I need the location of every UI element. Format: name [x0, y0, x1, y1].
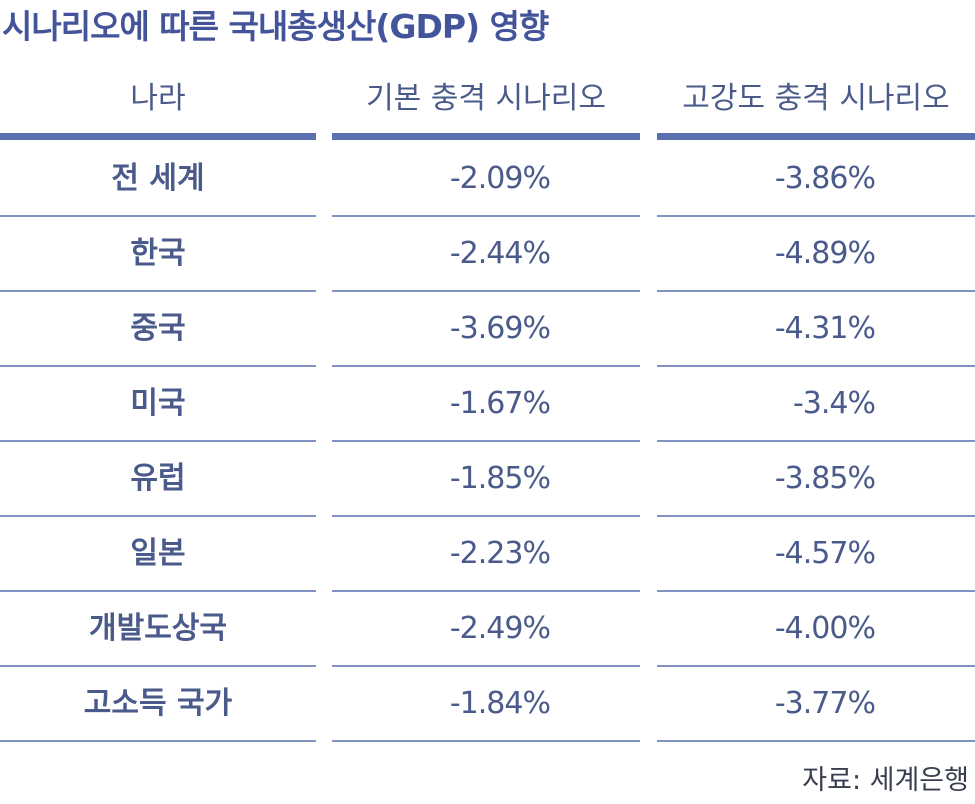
row-divider: [332, 515, 640, 517]
column-header-country: 나라: [130, 81, 186, 116]
row-divider: [657, 215, 975, 217]
table-cell-high: -3.77%: [774, 686, 876, 721]
table-cell-high: -4.57%: [774, 536, 876, 571]
table-cell-high: -3.86%: [774, 161, 876, 196]
table-cell-high: -4.89%: [774, 236, 876, 271]
table-cell-base: -1.84%: [449, 686, 551, 721]
row-divider: [657, 365, 975, 367]
row-divider: [0, 365, 316, 367]
row-divider: [0, 515, 316, 517]
table-cell-base: -3.69%: [449, 311, 551, 346]
table-cell-high: -4.31%: [774, 311, 876, 346]
row-divider: [0, 590, 316, 592]
row-divider: [657, 290, 975, 292]
row-divider: [657, 665, 975, 667]
row-divider: [0, 215, 316, 217]
row-divider: [332, 215, 640, 217]
row-divider: [657, 440, 975, 442]
row-divider: [657, 590, 975, 592]
header-rule-base: [332, 133, 640, 140]
row-divider: [0, 740, 316, 742]
table-cell-country: 유럽: [130, 461, 186, 496]
row-divider: [332, 665, 640, 667]
table-cell-high: -3.4%: [792, 386, 876, 421]
table-cell-country: 전 세계: [111, 161, 205, 196]
table-cell-base: -1.85%: [449, 461, 551, 496]
column-header-base-scenario: 기본 충격 시나리오: [366, 81, 606, 116]
table-cell-country: 중국: [130, 311, 186, 346]
row-divider: [332, 740, 640, 742]
header-rule-high: [657, 133, 975, 140]
table-cell-high: -3.85%: [774, 461, 876, 496]
row-divider: [332, 440, 640, 442]
source-note: 자료: 세계은행: [802, 765, 969, 796]
page-title: 시나리오에 따른 국내총생산(GDP) 영향: [2, 7, 549, 46]
table-cell-country: 미국: [130, 386, 186, 421]
table-cell-base: -2.44%: [449, 236, 551, 271]
table-cell-country: 고소득 국가: [83, 686, 233, 721]
row-divider: [332, 365, 640, 367]
table-cell-base: -1.67%: [449, 386, 551, 421]
row-divider: [332, 290, 640, 292]
row-divider: [657, 740, 975, 742]
column-header-high-scenario: 고강도 충격 시나리오: [682, 81, 950, 116]
table-cell-country: 한국: [130, 236, 186, 271]
table-cell-country: 일본: [130, 536, 186, 571]
row-divider: [332, 590, 640, 592]
table-cell-base: -2.23%: [449, 536, 551, 571]
row-divider: [0, 440, 316, 442]
row-divider: [0, 290, 316, 292]
header-rule-country: [0, 133, 316, 140]
table-cell-country: 개발도상국: [89, 611, 227, 646]
table-cell-high: -4.00%: [774, 611, 876, 646]
table-cell-base: -2.49%: [449, 611, 551, 646]
row-divider: [0, 665, 316, 667]
table-cell-base: -2.09%: [449, 161, 551, 196]
row-divider: [657, 515, 975, 517]
